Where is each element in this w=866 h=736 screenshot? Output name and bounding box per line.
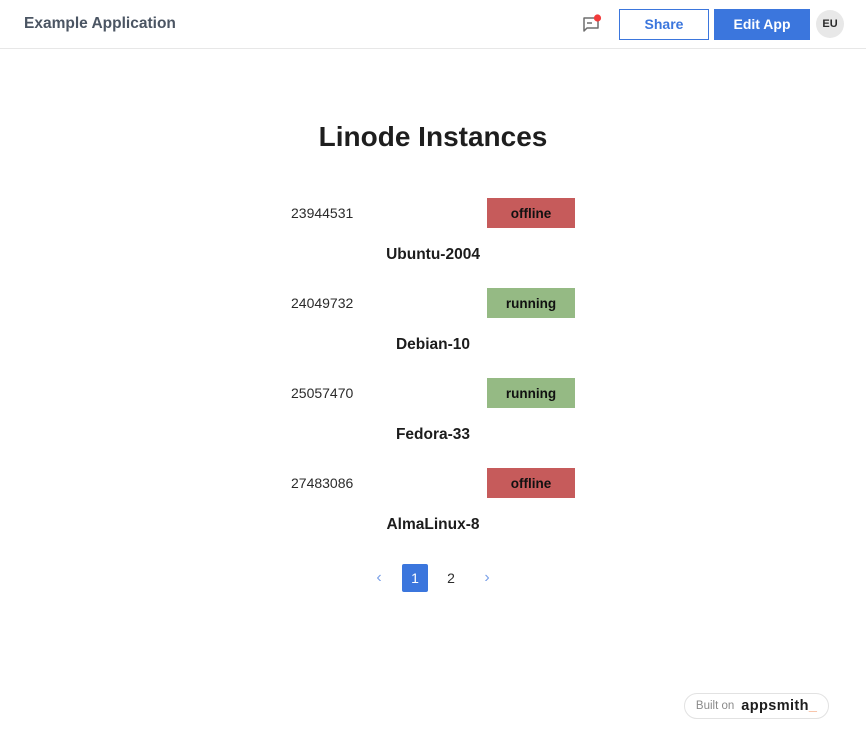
list-item: 25057470 running Fedora-33 bbox=[291, 378, 575, 468]
instance-row: 27483086 offline bbox=[291, 468, 575, 498]
chat-bubble-icon bbox=[583, 14, 602, 32]
user-avatar[interactable]: EU bbox=[816, 10, 844, 38]
instance-list: 23944531 offline Ubuntu-2004 24049732 ru… bbox=[291, 198, 575, 558]
pagination-page-1[interactable]: 1 bbox=[402, 564, 428, 592]
appsmith-wordmark: appsmith bbox=[741, 698, 809, 714]
appsmith-logo: appsmith_ bbox=[741, 697, 817, 715]
instance-id: 25057470 bbox=[291, 385, 354, 401]
app-header: Example Application Share Edit App EU bbox=[0, 0, 866, 49]
instance-name: Debian-10 bbox=[395, 336, 471, 353]
instance-row: 24049732 running bbox=[291, 288, 575, 318]
edit-app-button[interactable]: Edit App bbox=[714, 8, 810, 40]
notification-dot bbox=[593, 14, 602, 22]
app-title: Example Application bbox=[24, 15, 176, 32]
pagination: ‹ 1 2 › bbox=[0, 564, 866, 592]
list-item: 23944531 offline Ubuntu-2004 bbox=[291, 198, 575, 288]
page-title: Linode Instances bbox=[318, 121, 548, 152]
instance-row: 23944531 offline bbox=[291, 198, 575, 228]
list-item: 24049732 running Debian-10 bbox=[291, 288, 575, 378]
pagination-prev-icon[interactable]: ‹ bbox=[366, 564, 392, 592]
built-on-label: Built on bbox=[695, 700, 735, 712]
status-badge: running bbox=[487, 288, 575, 318]
instance-name: Ubuntu-2004 bbox=[386, 246, 480, 263]
feedback-chat-icon[interactable] bbox=[579, 12, 603, 36]
instance-id: 23944531 bbox=[291, 205, 354, 221]
status-badge: offline bbox=[487, 198, 575, 228]
pagination-next-icon[interactable]: › bbox=[474, 564, 500, 592]
built-on-appsmith-badge[interactable]: Built on appsmith_ bbox=[683, 693, 829, 719]
status-badge: running bbox=[487, 378, 575, 408]
list-item: 27483086 offline AlmaLinux-8 bbox=[291, 468, 575, 558]
share-button[interactable]: Share bbox=[619, 8, 709, 40]
appsmith-cursor: _ bbox=[808, 698, 817, 714]
status-badge: offline bbox=[487, 468, 575, 498]
instance-row: 25057470 running bbox=[291, 378, 575, 408]
instance-name: Fedora-33 bbox=[395, 426, 471, 443]
instance-id: 24049732 bbox=[291, 295, 354, 311]
main-content: Linode Instances 23944531 offline Ubuntu… bbox=[0, 120, 866, 592]
pagination-page-2[interactable]: 2 bbox=[438, 564, 464, 592]
header-actions: Share Edit App EU bbox=[579, 8, 844, 40]
instance-name: AlmaLinux-8 bbox=[386, 516, 480, 533]
instance-id: 27483086 bbox=[291, 475, 354, 491]
